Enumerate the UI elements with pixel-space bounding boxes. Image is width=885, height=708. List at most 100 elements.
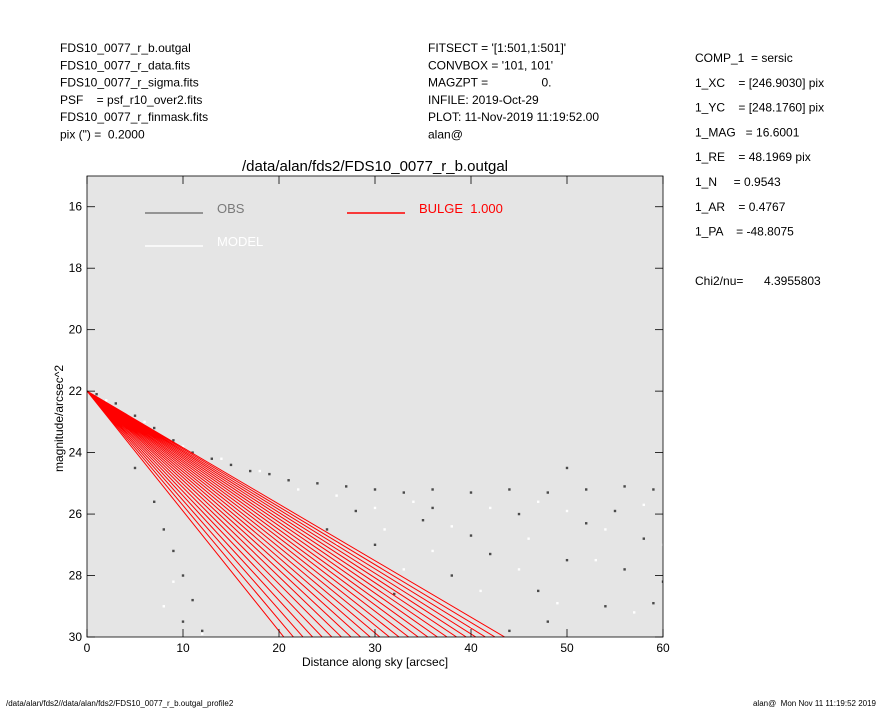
x-tick-label: 0 — [84, 641, 91, 655]
data-point — [373, 543, 377, 546]
data-point — [469, 534, 473, 537]
data-point — [479, 589, 482, 593]
data-point — [172, 439, 175, 442]
header-left-line: PSF = psf_r10_over2.fits — [60, 93, 202, 107]
header-left-line: FDS10_0077_r_b.outgal — [60, 41, 191, 55]
data-point — [316, 482, 319, 485]
data-point — [537, 589, 540, 593]
data-point — [143, 420, 146, 424]
data-point — [181, 445, 185, 448]
parameter-line: 1_N = 0.9543 — [695, 175, 781, 189]
footer-left: /data/alan/fds2//data/alan/fds2/FDS10_00… — [6, 699, 234, 708]
data-point — [345, 485, 348, 488]
data-point — [133, 466, 137, 470]
data-point — [450, 525, 453, 528]
chi2-value: 4.3955803 — [764, 274, 821, 288]
x-tick-label: 10 — [176, 641, 190, 655]
parameter-line: 1_AR = 0.4767 — [695, 200, 786, 214]
header-left-line: pix (") = 0.2000 — [60, 128, 145, 142]
data-point — [652, 601, 655, 605]
data-point — [297, 488, 300, 491]
header-left-line: FDS10_0077_r_data.fits — [60, 58, 190, 72]
header-middle-line: MAGZPT = 0. — [428, 76, 551, 90]
data-point — [172, 580, 175, 583]
chart-title: /data/alan/fds2/FDS10_0077_r_b.outgal — [242, 158, 508, 175]
y-tick-label: 28 — [69, 569, 83, 583]
data-point — [661, 543, 663, 546]
legend-label: MODEL — [217, 234, 263, 249]
data-point — [613, 509, 617, 513]
data-point — [210, 457, 213, 460]
y-tick-label: 22 — [69, 384, 83, 398]
header-middle-line: INFILE: 2019-Oct-29 — [428, 93, 539, 107]
header-middle-line: PLOT: 11-Nov-2019 11:19:52.00 — [428, 110, 599, 124]
data-point — [249, 469, 252, 473]
data-point — [633, 611, 636, 614]
x-axis-label: Distance along sky [arcsec] — [302, 655, 448, 669]
data-point — [565, 466, 569, 470]
data-point — [114, 402, 117, 405]
data-point — [623, 568, 626, 571]
data-point — [181, 574, 185, 577]
data-point — [325, 528, 329, 531]
data-point — [661, 580, 663, 583]
y-tick-label: 26 — [69, 507, 83, 521]
data-point — [546, 620, 549, 623]
data-point — [153, 426, 156, 430]
data-point — [268, 472, 271, 476]
data-point — [642, 503, 645, 507]
legend-label: BULGE 1.000 — [419, 201, 503, 216]
x-tick-label: 60 — [656, 641, 670, 655]
footer-right: alan@ Mon Nov 11 11:19:52 2019 — [753, 699, 877, 708]
x-tick-label: 30 — [368, 641, 382, 655]
data-point — [565, 558, 569, 562]
legend-label: OBS — [217, 201, 245, 216]
data-point — [191, 598, 194, 602]
x-tick-label: 20 — [272, 641, 286, 655]
header-middle-line: CONVBOX = '101, 101' — [428, 58, 553, 72]
chi2-label: Chi2/nu= — [695, 274, 743, 288]
data-point — [373, 506, 377, 510]
data-point — [594, 558, 597, 562]
data-point — [162, 528, 165, 531]
data-point — [537, 500, 540, 503]
data-point — [354, 509, 357, 513]
data-point — [431, 506, 434, 510]
y-axis-label: magnitude/arcsec^2 — [52, 365, 66, 472]
data-point — [489, 552, 492, 556]
data-point — [421, 519, 425, 522]
data-point — [172, 549, 175, 553]
x-tick-label: 40 — [464, 641, 478, 655]
data-point — [412, 500, 415, 503]
x-tick-label: 50 — [560, 641, 574, 655]
data-point — [517, 568, 521, 571]
data-point — [527, 537, 530, 540]
parameter-line: COMP_1 = sersic — [695, 51, 793, 65]
data-point — [517, 512, 521, 516]
data-point — [373, 488, 377, 491]
data-point — [402, 568, 405, 571]
data-point — [201, 629, 204, 633]
data-point — [469, 491, 473, 494]
plot-area — [87, 176, 663, 637]
plot-content — [87, 390, 663, 637]
parameter-line: 1_PA = -48.8075 — [695, 225, 794, 239]
data-point — [191, 451, 194, 454]
data-point — [133, 414, 137, 417]
header-middle-line: FITSECT = '[1:501,1:501]' — [428, 41, 566, 55]
parameter-line: 1_XC = [246.9030] pix — [695, 76, 824, 90]
data-point — [508, 488, 511, 491]
y-tick-label: 30 — [69, 630, 83, 644]
data-point — [105, 399, 108, 402]
data-point — [287, 479, 290, 482]
data-point — [604, 605, 607, 608]
data-point — [402, 491, 405, 494]
y-tick-label: 24 — [69, 446, 83, 460]
data-point — [335, 494, 338, 497]
data-point — [546, 491, 549, 494]
profile-lines — [87, 390, 505, 637]
data-point — [604, 528, 607, 531]
y-tick-label: 20 — [69, 323, 83, 337]
header-left-line: FDS10_0077_r_finmask.fits — [60, 110, 208, 124]
